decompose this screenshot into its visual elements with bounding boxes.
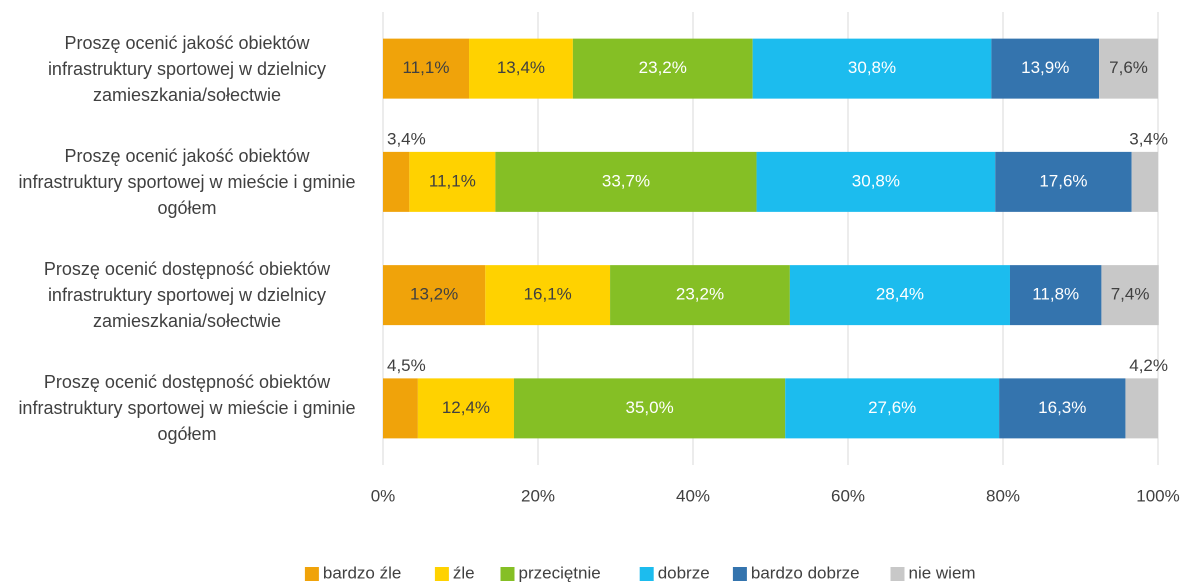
data-label: 23,2% — [676, 285, 724, 304]
legend-label: bardzo źle — [323, 563, 401, 582]
x-tick-label: 40% — [676, 486, 710, 505]
data-label: 12,4% — [442, 398, 490, 417]
data-label: 11,1% — [403, 58, 450, 77]
category-label: Proszę ocenić jakość obiektów infrastruk… — [47, 32, 327, 105]
bar-segment — [995, 151, 1132, 212]
legend-label: bardzo dobrze — [751, 563, 860, 582]
legend-swatch — [890, 567, 905, 581]
legend-swatch — [434, 567, 449, 581]
bar-segment — [485, 265, 611, 326]
bar-segment — [469, 38, 573, 99]
bar-segment — [417, 378, 514, 439]
bar-segment — [752, 38, 992, 99]
data-label: 13,9% — [1021, 58, 1069, 77]
data-label: 27,6% — [868, 398, 916, 417]
bar-segment — [383, 151, 410, 212]
bar-segment — [785, 378, 1000, 439]
bar-segment — [999, 378, 1126, 439]
x-tick-label: 80% — [986, 486, 1020, 505]
bar-segment — [495, 151, 757, 212]
x-tick-label: 20% — [521, 486, 555, 505]
category-label: Proszę ocenić jakość obiektów infrastruk… — [18, 145, 356, 218]
data-label: 4,2% — [1129, 356, 1168, 375]
legend-swatch — [732, 567, 747, 581]
data-label: 28,4% — [876, 285, 924, 304]
data-label: 33,7% — [602, 171, 650, 190]
legend-label: dobrze — [658, 563, 710, 582]
data-label: 11,8% — [1032, 285, 1079, 304]
data-label: 16,3% — [1038, 398, 1086, 417]
data-label: 13,4% — [497, 58, 545, 77]
bar-segment — [1101, 265, 1159, 326]
bar-segment — [991, 38, 1100, 99]
bar-segment — [383, 265, 486, 326]
data-label: 30,8% — [852, 171, 900, 190]
category-label: Proszę ocenić dostępność obiektów infras… — [43, 259, 331, 332]
data-label: 30,8% — [848, 58, 896, 77]
data-label: 4,5% — [387, 356, 426, 375]
bar-segment — [409, 151, 496, 212]
bar-segment — [1125, 378, 1158, 439]
bar-segment — [572, 38, 753, 99]
legend-swatch — [304, 567, 319, 581]
data-label: 7,6% — [1109, 58, 1148, 77]
bar-segment — [789, 265, 1010, 326]
legend-label: źle — [453, 563, 475, 582]
data-label: 17,6% — [1039, 171, 1087, 190]
data-label: 3,4% — [387, 129, 426, 148]
legend-label: przeciętnie — [519, 563, 601, 582]
bar-segment — [383, 378, 418, 439]
legend-swatch — [639, 567, 654, 581]
data-label: 13,2% — [410, 285, 458, 304]
x-tick-label: 0% — [371, 486, 396, 505]
data-label: 23,2% — [639, 58, 687, 77]
bar-segment — [1099, 38, 1158, 99]
x-tick-label: 100% — [1136, 486, 1179, 505]
data-label: 11,1% — [429, 171, 476, 190]
data-label: 3,4% — [1129, 129, 1168, 148]
legend-label: nie wiem — [909, 563, 976, 582]
bar-segment — [383, 38, 470, 99]
bar-segment — [610, 265, 790, 326]
legend-swatch — [500, 567, 515, 581]
bar-segment — [1009, 265, 1102, 326]
data-label: 7,4% — [1111, 285, 1150, 304]
x-tick-label: 60% — [831, 486, 865, 505]
bar-segment — [1131, 151, 1158, 212]
category-label: Proszę ocenić dostępność obiektów infras… — [18, 372, 356, 445]
data-label: 35,0% — [625, 398, 673, 417]
bar-segment — [756, 151, 996, 212]
data-label: 16,1% — [524, 285, 572, 304]
bar-segment — [513, 378, 786, 439]
